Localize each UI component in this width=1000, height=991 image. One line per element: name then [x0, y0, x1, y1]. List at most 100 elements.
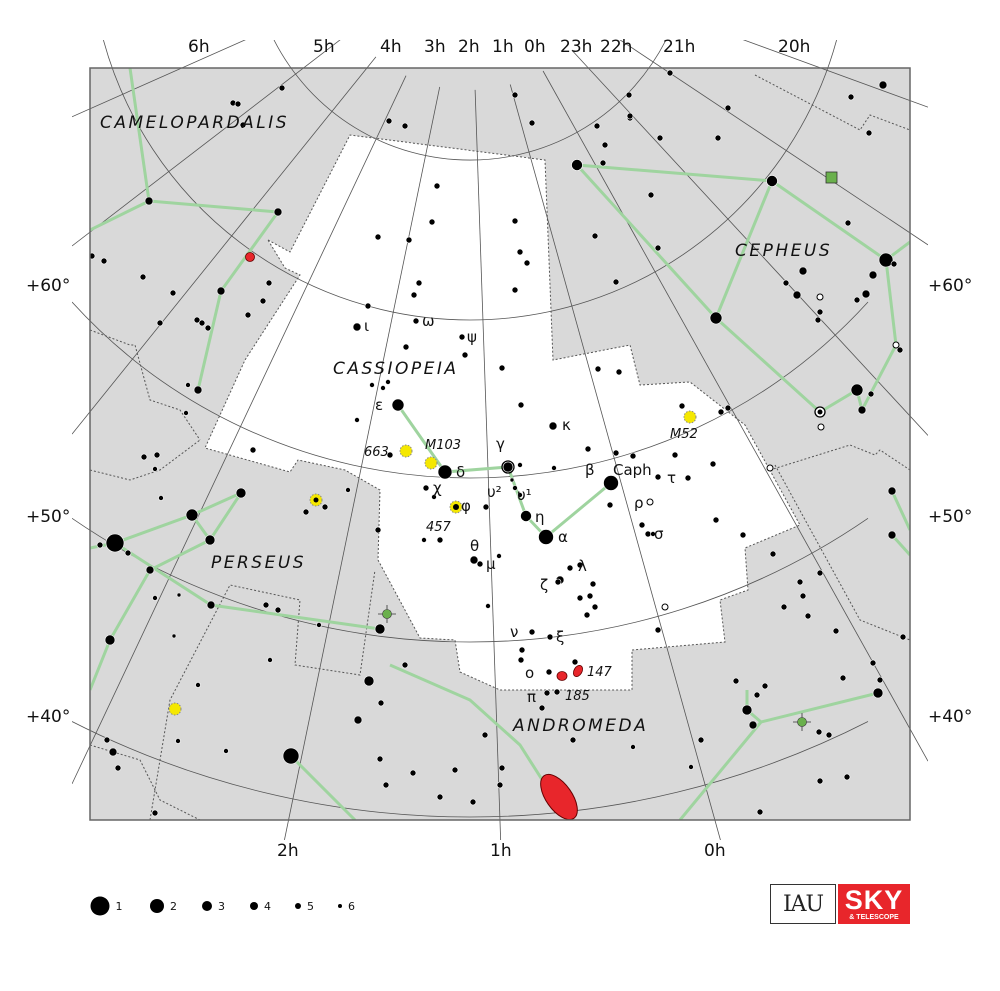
star: [402, 343, 410, 351]
galaxy-icon: [245, 252, 255, 262]
star: [422, 484, 430, 492]
star: [401, 661, 409, 669]
star: [847, 93, 855, 101]
star: [259, 297, 267, 305]
star: [345, 487, 351, 493]
variable-star-open: [816, 293, 824, 301]
star: [517, 492, 523, 498]
star: [380, 385, 386, 391]
star: [753, 691, 761, 699]
star: [353, 715, 363, 725]
star: [796, 578, 804, 586]
constellation-boundary: [149, 569, 376, 820]
deep-sky-label: 147: [587, 665, 613, 680]
star: [412, 317, 420, 325]
ra-line: [284, 86, 441, 840]
star: [391, 398, 405, 412]
star: [175, 738, 181, 744]
star: [235, 487, 247, 499]
constellation-figure-line: [890, 490, 910, 531]
star: [878, 80, 888, 90]
star-label: υ¹: [517, 486, 532, 504]
star: [265, 279, 273, 287]
star: [485, 603, 491, 609]
star: [198, 319, 206, 327]
star: [748, 720, 758, 730]
star: [656, 134, 664, 142]
star: [377, 699, 385, 707]
star: [638, 521, 646, 529]
star: [576, 561, 584, 569]
star: [599, 159, 607, 167]
variable-star-open: [661, 603, 669, 611]
star: [612, 449, 620, 457]
star: [678, 402, 686, 410]
star: [382, 781, 390, 789]
star-label: σ: [654, 525, 664, 543]
star: [376, 755, 384, 763]
logos: IAU SKY & TELESCOPE: [770, 884, 910, 924]
ra-label: 2h: [277, 841, 299, 861]
legend-star-mag-3: [202, 901, 212, 911]
ra-line: [509, 84, 721, 840]
star-label: ο: [525, 664, 534, 682]
star: [415, 279, 423, 287]
star: [817, 409, 823, 415]
ra-label: 0h: [704, 841, 726, 861]
star: [171, 633, 177, 639]
star: [152, 595, 158, 601]
star: [354, 417, 360, 423]
dec-label: +60°: [928, 276, 972, 296]
declination-circle: [72, 301, 869, 479]
star: [385, 379, 391, 385]
star-label: ζ: [540, 576, 548, 594]
magnitude-legend: 1 2 3 4 5 6: [90, 896, 355, 916]
planetary-nebula-icon: [797, 717, 807, 727]
star: [274, 606, 282, 614]
star: [606, 501, 614, 509]
star: [630, 744, 636, 750]
ra-line: [72, 40, 341, 247]
star: [816, 569, 824, 577]
star: [511, 91, 519, 99]
star: [684, 474, 692, 482]
star: [103, 736, 111, 744]
constellation-figure-line: [745, 690, 879, 724]
legend-label: 6: [348, 900, 355, 913]
ra-line: [742, 40, 928, 108]
star-label: ξ: [556, 628, 564, 646]
star: [554, 578, 562, 586]
star: [385, 117, 393, 125]
constellation-figure-line: [678, 721, 763, 820]
star: [890, 260, 898, 268]
star: [666, 69, 674, 77]
star: [594, 365, 602, 373]
star: [437, 464, 453, 480]
star: [204, 534, 216, 546]
star: [244, 311, 252, 319]
ra-label: 0h: [524, 37, 546, 57]
legend-star-mag-6: [338, 904, 342, 908]
star: [878, 252, 894, 268]
star: [843, 773, 851, 781]
star: [216, 286, 226, 296]
star-label: υ²: [487, 483, 502, 501]
star: [108, 747, 118, 757]
star: [654, 244, 662, 252]
constellation-name: CEPHEUS: [735, 241, 832, 261]
star: [548, 421, 558, 431]
star: [867, 390, 875, 398]
star: [152, 466, 158, 472]
star: [571, 658, 579, 666]
sky-logo-text: SKY: [844, 885, 904, 915]
open-cluster-icon: [683, 410, 697, 424]
star-label: β: [585, 461, 595, 479]
star: [603, 475, 619, 491]
star: [369, 382, 375, 388]
chart-frame: [89, 67, 911, 821]
star: [249, 446, 257, 454]
star: [267, 657, 273, 663]
star: [428, 218, 436, 226]
star: [865, 129, 873, 137]
star-label: τ: [667, 469, 676, 487]
